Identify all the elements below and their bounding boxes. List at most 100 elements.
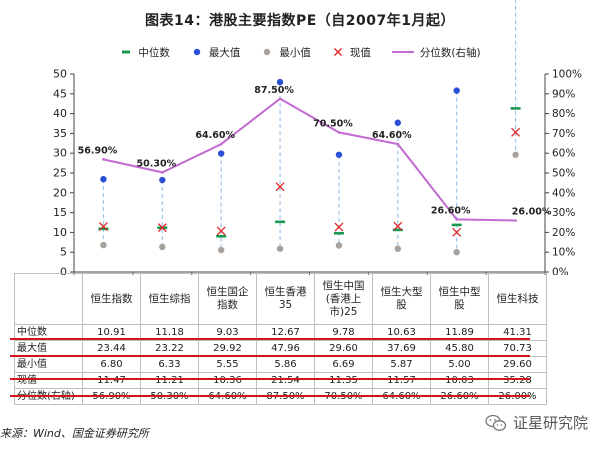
legend-item-current: 现值	[331, 44, 371, 60]
value-cell: 11.47	[82, 372, 141, 389]
min-point	[217, 246, 225, 254]
value-cell: 5.55	[198, 356, 257, 373]
value-cell: 29.60	[488, 356, 547, 373]
value-cell: 11.21	[140, 372, 199, 389]
source-note: 来源：Wind、国金证券研究所	[0, 427, 149, 440]
legend-label-percentile: 分位数(右轴)	[419, 46, 481, 59]
value-cell: 21.54	[256, 372, 315, 389]
watermark: 证星研究院	[485, 412, 588, 433]
percentile-point	[514, 219, 517, 222]
category-header-cell: 恒生大型股	[372, 273, 431, 325]
current-marker	[511, 127, 521, 137]
value-cell: 6.69	[314, 356, 373, 373]
percentile-point	[278, 97, 282, 101]
y-tick-label-right: 70%	[552, 128, 575, 140]
y-tick-label-left: 40	[53, 107, 67, 120]
min-point	[512, 151, 519, 158]
y-tick-label-right: 50%	[552, 168, 575, 180]
y-tick-label-left: 25	[53, 167, 67, 180]
table-row: 现值 11.47 11.21 10.36 21.54 11.35 11.57 10.03 35.…	[14, 372, 547, 389]
y-tick-label-left: 35	[53, 127, 67, 140]
y-tick-label-right: 40%	[552, 187, 575, 199]
chart-title: 图表14：港股主要指数PE（自2007年1月起）	[144, 13, 455, 29]
value-cell: 10.36	[198, 372, 257, 389]
value-cell: 6.33	[140, 356, 199, 373]
y-tick-label-left: 10	[53, 226, 67, 239]
percentile-line-icon	[391, 45, 415, 59]
value-cell: 11.35	[314, 372, 373, 389]
category-header-cell: 恒生科技	[488, 273, 547, 325]
legend-label-median: 中位数	[138, 46, 170, 59]
min-point	[394, 245, 402, 252]
value-cell: 5.86	[256, 356, 315, 373]
legend-item-median: 中位数	[119, 44, 170, 60]
max-point	[100, 175, 107, 183]
median-row-highlight-bottom	[10, 355, 530, 357]
legend-label-current: 现值	[349, 46, 371, 59]
y-tick-label-left: 0	[60, 266, 67, 276]
value-cell: 5.00	[430, 356, 489, 373]
min-point	[100, 241, 107, 249]
category-header-cell: 恒生香港 35	[256, 273, 315, 325]
y-tick-label-right: 80%	[552, 108, 575, 120]
y-tick-label-right: 20%	[552, 227, 575, 239]
percentile-point	[219, 142, 223, 146]
value-cell: 5.87	[372, 356, 431, 373]
pe-chart: 0 5 10 15 20 25 30 35 40 45 50 0% 10% 20% 30% 40% 50% 60%…	[53, 0, 582, 276]
percentile-point	[102, 158, 105, 161]
percentile-data-label: 50.30%	[137, 158, 177, 169]
current-marker	[98, 222, 108, 232]
y-tick-label-left: 20	[53, 186, 67, 199]
table-row: 最大值 23.44 23.22 29.92 47.96 29.60 37.69 45.80 70…	[14, 340, 547, 357]
percentile-data-label: 70.50%	[313, 118, 353, 129]
current-row-highlight	[10, 378, 530, 380]
min-point	[159, 243, 166, 251]
value-cell: 35.28	[488, 372, 547, 389]
max-point	[453, 87, 460, 94]
value-cell: 10.03	[430, 372, 489, 389]
category-header-cell: 恒生国企 指数	[198, 273, 257, 325]
current-marker	[216, 226, 226, 236]
max-point	[335, 151, 343, 158]
watermark-text: 证星研究院	[512, 414, 588, 432]
max-point	[394, 119, 402, 126]
percentile-data-label: 26.00%	[512, 207, 552, 218]
y-tick-label-right: 30%	[552, 207, 575, 219]
max-point	[217, 150, 225, 157]
legend-item-min: 最小值	[260, 44, 311, 60]
min-point	[276, 245, 284, 252]
legend: 中位数 最大值 最小值 现值 分位数(右轴)	[0, 44, 600, 60]
percentile-data-label: 87.50%	[254, 85, 294, 96]
current-row-highlight-bottom	[10, 395, 530, 397]
min-point	[335, 242, 343, 249]
legend-item-max: 最大值	[190, 44, 241, 60]
value-cell: 11.57	[372, 372, 431, 389]
category-header-cell: 恒生中型股	[430, 273, 489, 325]
category-header-cell: 恒生中国 (香港上 市)25	[314, 273, 373, 325]
percentile-point	[396, 142, 400, 146]
legend-label-max: 最大值	[208, 46, 241, 59]
percentile-data-label: 64.60%	[372, 130, 412, 141]
percentile-data-label: 64.60%	[195, 130, 235, 141]
y-tick-label-left: 15	[53, 206, 67, 219]
legend-label-min: 最小值	[279, 46, 311, 59]
current-cross-icon	[331, 45, 345, 59]
current-marker	[275, 182, 285, 192]
percentile-data-label: 26.60%	[431, 205, 471, 216]
current-marker	[393, 221, 403, 231]
row-label-cell: 最小值	[14, 356, 83, 373]
value-cell: 6.80	[82, 356, 141, 373]
percentile-point	[337, 131, 341, 134]
wechat-icon	[485, 414, 507, 431]
percentile-data-label: 56.90%	[78, 145, 118, 156]
y-tick-label-right: 10%	[552, 247, 575, 259]
category-header-cell: 恒生指数	[82, 273, 141, 325]
y-tick-label-right: 0%	[552, 267, 569, 276]
median-dash-icon	[119, 45, 133, 59]
median-row-highlight	[10, 338, 530, 340]
y-tick-label-right: 90%	[552, 88, 575, 100]
y-tick-label-right: 60%	[552, 148, 575, 160]
y-tick-label-left: 50	[53, 68, 67, 81]
table-header-row: 恒生指数 恒生综指 恒生国企 指数 恒生香港 35 恒生中国 (香港上 市)25 恒生大型股恒生中…	[14, 273, 547, 325]
min-point	[453, 249, 460, 256]
